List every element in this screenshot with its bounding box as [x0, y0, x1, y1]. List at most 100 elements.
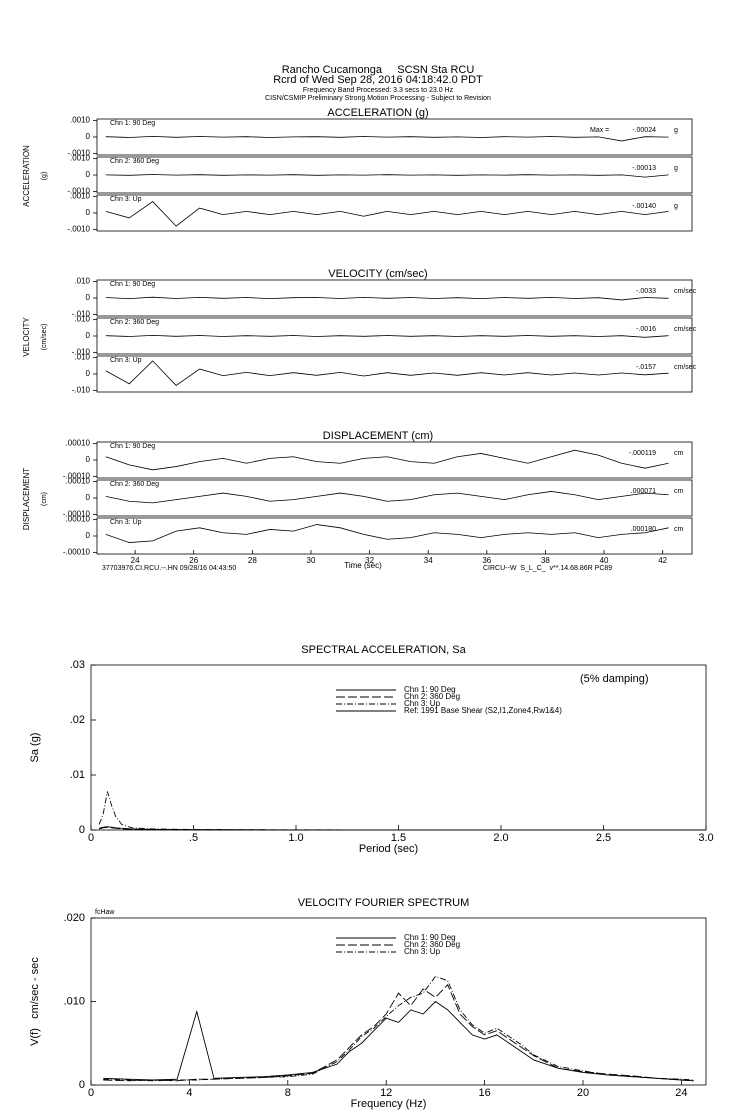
- x-tick-label: 0: [88, 1087, 94, 1099]
- peak-unit: cm: [674, 450, 684, 457]
- x-tick-label: 12: [380, 1087, 392, 1099]
- footer-left: 37703976.CI.RCU.--.HN 09/28/16 04:43:50: [102, 565, 236, 572]
- peak-value: -.0157: [636, 364, 656, 371]
- peak-unit: cm: [674, 526, 684, 533]
- channel-name: Chn 1: 90 Deg: [110, 443, 155, 450]
- y-tick-label: -.00010: [63, 471, 91, 480]
- y-tick-label: .0010: [70, 154, 91, 163]
- y-tick-label: .01: [70, 769, 85, 781]
- channel-frame: [96, 194, 693, 232]
- channel-name: Chn 1: 90 Deg: [110, 120, 155, 127]
- x-tick-label: 16: [478, 1087, 490, 1099]
- peak-unit: cm/sec: [674, 326, 697, 333]
- y-tick-label: .010: [74, 353, 90, 362]
- series-line: [105, 334, 669, 338]
- peak-unit: cm: [674, 488, 684, 495]
- y-tick-label: -.010: [72, 385, 91, 394]
- y-tick-label: 0: [86, 455, 91, 464]
- peak-value: -.00013: [632, 165, 656, 172]
- y-axis-unit: (g): [41, 172, 48, 181]
- y-tick-label: .02: [70, 714, 85, 726]
- x-tick-label: 30: [307, 556, 316, 565]
- x-tick-label: 26: [189, 556, 198, 565]
- series-line: [105, 201, 669, 227]
- y-tick-label: -.00010: [63, 509, 91, 518]
- x-tick-label: 28: [248, 556, 257, 565]
- legend-label: Chn 3: Up: [404, 947, 441, 956]
- station: Rancho Cucamonga SCSN Sta RCU: [282, 64, 475, 76]
- peak-value: -.0033: [636, 288, 656, 295]
- panel-title: DISPLACEMENT (cm): [323, 430, 433, 442]
- y-tick-label: 0: [86, 170, 91, 179]
- channel-name: Chn 3: Up: [110, 357, 142, 364]
- y-tick-label: 0: [79, 824, 85, 836]
- y-axis-label: ACCELERATION: [22, 145, 31, 207]
- series-line: [105, 524, 669, 543]
- y-axis-label: DISPLACEMENT: [22, 468, 31, 530]
- series-line: [105, 491, 669, 504]
- annotation: (5% damping): [580, 673, 648, 685]
- x-tick-label: 24: [131, 556, 140, 565]
- plot-frame: [90, 917, 707, 1086]
- peak-value: -.00024: [632, 127, 656, 134]
- y-axis-unit: (cm): [41, 492, 48, 506]
- y-tick-label: 0: [86, 132, 91, 141]
- channel-frame: [96, 355, 693, 393]
- channel-name: Chn 2: 360 Deg: [110, 481, 159, 488]
- peak-value: -.000119: [629, 450, 656, 457]
- x-tick-label: 4: [186, 1087, 192, 1099]
- y-tick-label: .020: [64, 912, 85, 924]
- y-tick-label: 0: [86, 208, 91, 217]
- y-tick-label: 0: [86, 531, 91, 540]
- y-tick-label: .0010: [70, 192, 91, 201]
- x-tick-label: 2.0: [493, 832, 508, 844]
- x-tick-label: 40: [600, 556, 609, 565]
- channel-name: Chn 3: Up: [110, 519, 142, 526]
- channel-frame: [96, 517, 693, 555]
- x-tick-label: 32: [365, 556, 374, 565]
- peak-unit: cm/sec: [674, 288, 697, 295]
- chart-title: VELOCITY FOURIER SPECTRUM: [298, 897, 470, 909]
- y-tick-label: 0: [86, 493, 91, 502]
- plot-frame: [90, 664, 707, 831]
- peak-unit: g: [674, 165, 678, 172]
- chart-title: SPECTRAL ACCELERATION, Sa: [301, 644, 466, 656]
- y-tick-label: .010: [74, 277, 90, 286]
- channel-name: Chn 2: 360 Deg: [110, 319, 159, 326]
- series-line: [105, 296, 669, 301]
- series-line: [103, 984, 694, 1082]
- y-tick-label: .010: [74, 315, 90, 324]
- x-tick-label: 20: [577, 1087, 589, 1099]
- y-tick-label: .010: [64, 995, 85, 1007]
- y-tick-label: .00010: [66, 515, 91, 524]
- x-axis-label: Frequency (Hz): [351, 1098, 427, 1110]
- peak-value: .000180: [631, 526, 656, 533]
- channel-name: Chn 3: Up: [110, 196, 142, 203]
- max-prefix: Max =: [590, 127, 609, 134]
- peak-unit: cm/sec: [674, 364, 697, 371]
- x-tick-label: 1.0: [288, 832, 303, 844]
- y-tick-label: .0010: [70, 116, 91, 125]
- peak-value: .000071: [631, 488, 656, 495]
- x-tick-label: 34: [424, 556, 433, 565]
- y-tick-label: 0: [79, 1079, 85, 1091]
- x-tick-label: 38: [541, 556, 550, 565]
- peak-unit: g: [674, 203, 678, 210]
- x-tick-label: 8: [285, 1087, 291, 1099]
- y-tick-label: -.00010: [63, 547, 91, 556]
- x-axis-label: Period (sec): [359, 843, 418, 855]
- x-tick-label: 3.0: [698, 832, 713, 844]
- series-line: [98, 791, 707, 831]
- y-tick-label: .03: [70, 659, 85, 671]
- y-tick-label: -.0010: [67, 148, 90, 157]
- x-tick-label: 42: [658, 556, 667, 565]
- series-line: [105, 360, 669, 386]
- notice: CISN/CSMIP Preliminary Strong Motion Pro…: [265, 95, 491, 102]
- x-tick-label: 36: [482, 556, 491, 565]
- y-tick-label: 0: [86, 369, 91, 378]
- legend-label: Chn 3: Up: [404, 699, 441, 708]
- footer-right: CIRCU--W S_L_C_ v**.14.68.86R PC89: [483, 565, 612, 572]
- y-tick-label: -.0010: [67, 224, 90, 233]
- x-tick-label: 1.5: [391, 832, 406, 844]
